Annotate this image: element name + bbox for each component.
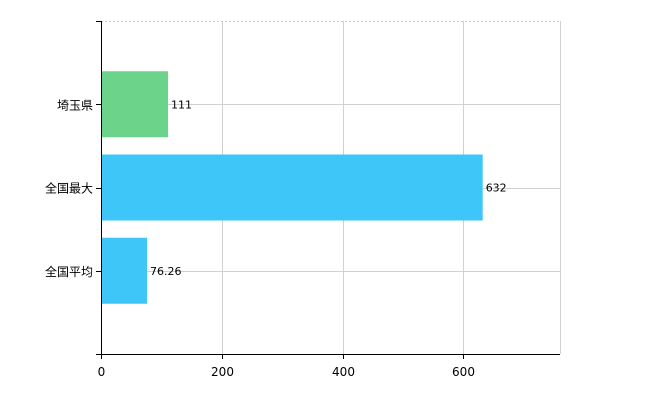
x-tick-label: 0 — [98, 365, 106, 379]
x-tick-label: 400 — [332, 365, 355, 379]
bar — [102, 237, 148, 304]
data-label: 111 — [171, 98, 192, 111]
y-tick-label: 全国平均 — [45, 264, 93, 279]
x-tick-label: 200 — [211, 365, 234, 379]
y-tick-label: 全国最大 — [45, 181, 93, 196]
data-label: 76.26 — [150, 265, 182, 278]
x-tick-label: 600 — [452, 365, 475, 379]
data-label: 632 — [486, 182, 507, 195]
y-tick-label: 埼玉県 — [57, 98, 93, 112]
bar — [102, 154, 483, 221]
bar — [102, 71, 169, 138]
